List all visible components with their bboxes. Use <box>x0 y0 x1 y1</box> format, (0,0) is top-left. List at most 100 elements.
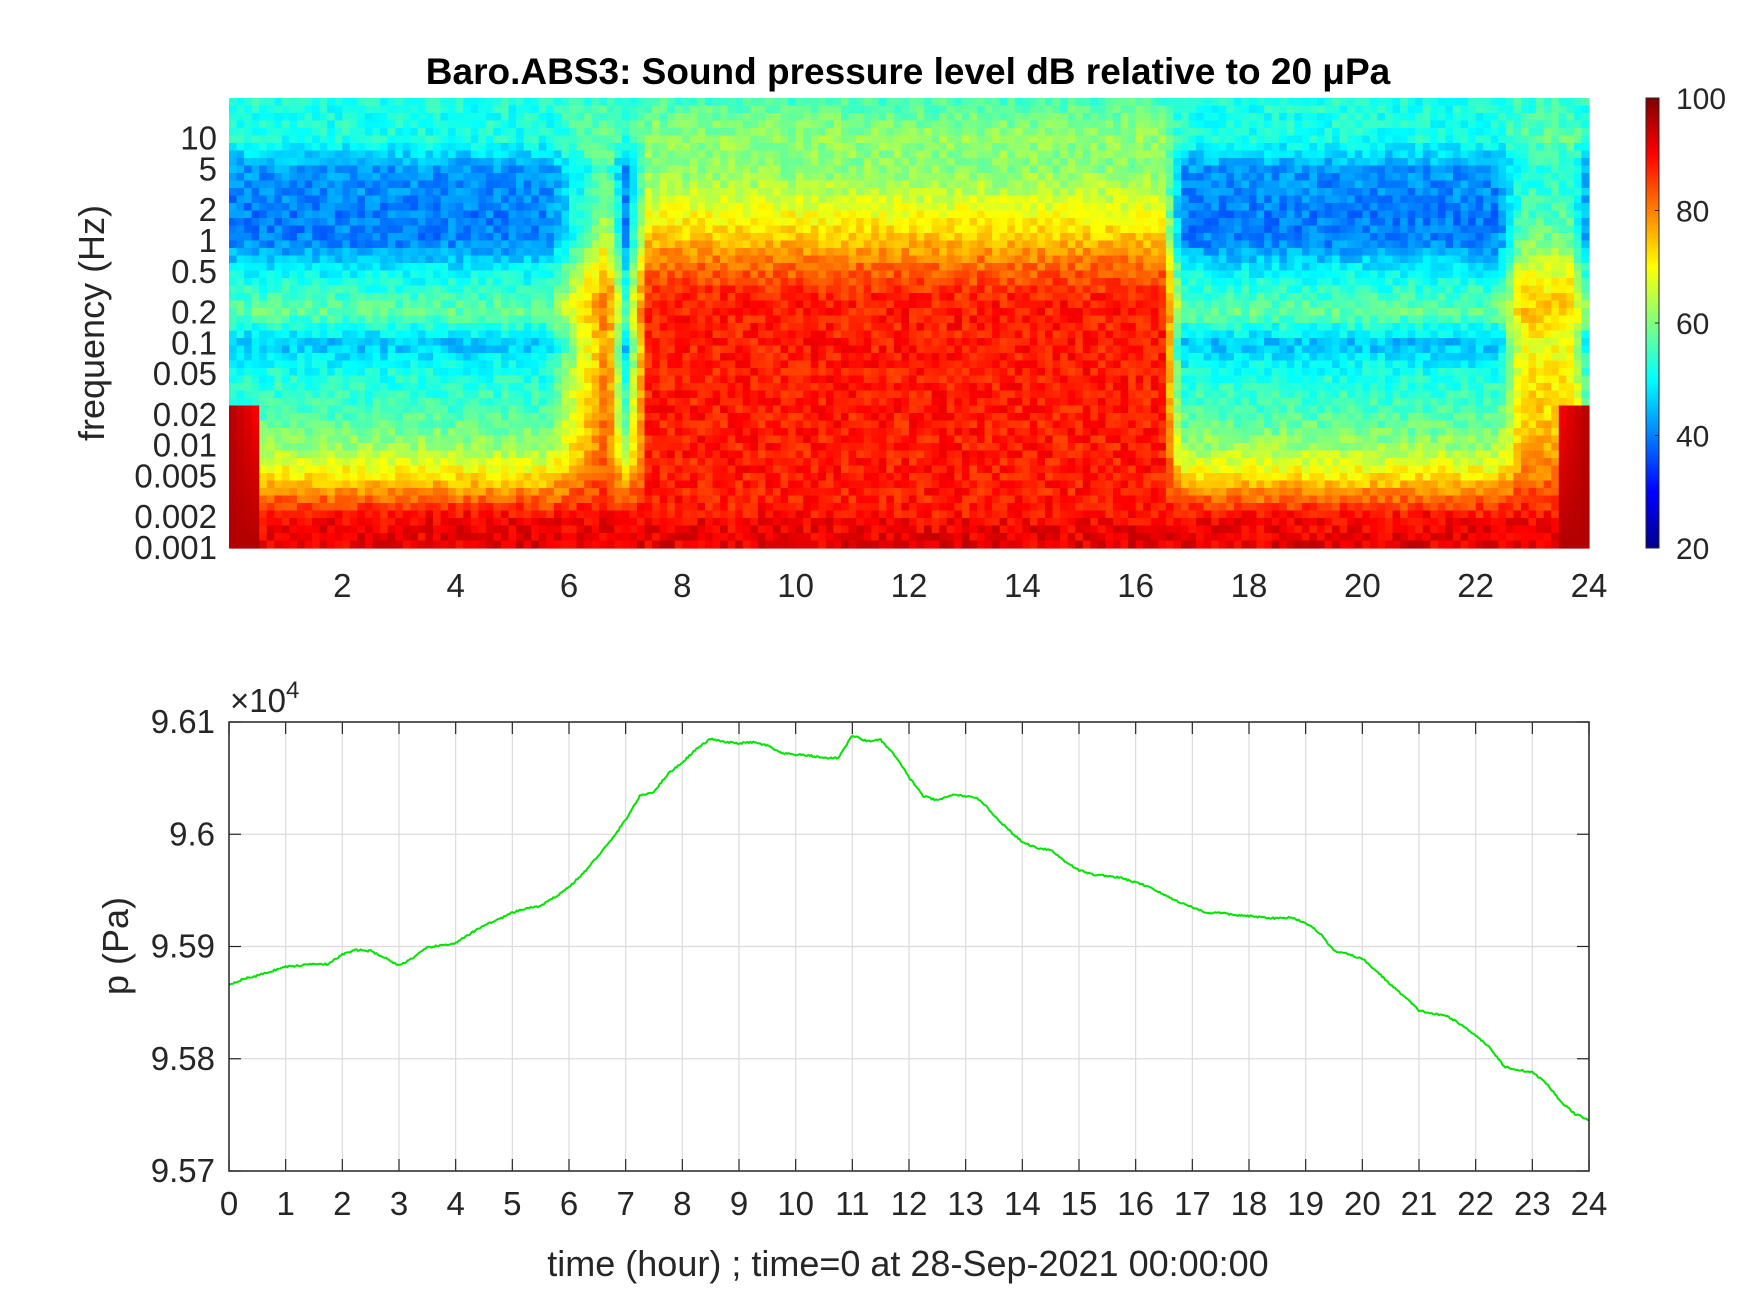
spectrogram-cell <box>1339 180 1348 189</box>
spectrogram-cell <box>380 225 389 234</box>
spectrogram-cell <box>841 300 850 309</box>
spectrogram-cell <box>1060 285 1069 294</box>
spectrogram-cell <box>689 263 699 272</box>
spectrogram-cell <box>659 180 668 189</box>
spectrogram-cell <box>1196 300 1205 309</box>
spectrogram-cell <box>1513 135 1522 144</box>
spectrogram-cell <box>1468 293 1477 302</box>
spectrogram-cell <box>697 180 706 189</box>
spectrogram-cell <box>1067 105 1076 114</box>
spectrogram-cell <box>274 248 283 257</box>
spectrogram-cell <box>599 195 608 204</box>
spectrogram-cell <box>1181 180 1190 189</box>
spectrogram-cell <box>810 300 819 309</box>
spectrogram-cell <box>1453 225 1462 234</box>
spectrogram-cell <box>614 263 623 272</box>
spectrogram-cell <box>727 188 736 197</box>
spectrogram-cell <box>523 240 532 249</box>
spectrogram-cell <box>916 128 925 137</box>
spectrogram-cell <box>259 195 268 204</box>
spectrogram-cell <box>591 270 600 279</box>
spectrogram-cell <box>1022 113 1031 122</box>
spectrogram-cell <box>742 98 751 107</box>
spectrogram-cell <box>1430 188 1439 197</box>
spectrogram-cell <box>342 248 351 257</box>
spectrogram-cell <box>1309 150 1318 159</box>
spectrogram-cell <box>1324 210 1333 219</box>
spectrogram-cell <box>803 128 812 137</box>
spectrogram-cell <box>1332 165 1341 174</box>
spectrogram-cell <box>1536 248 1545 257</box>
spectrogram-cell <box>1437 143 1447 152</box>
spectrogram-cell <box>969 218 978 227</box>
spectrogram-cell <box>274 300 283 309</box>
spectrogram-cell <box>440 300 449 309</box>
spectrogram-cell <box>795 188 804 197</box>
spectrogram-cell <box>433 270 442 279</box>
spectrogram-cell <box>1317 98 1326 107</box>
spectrogram-cell <box>1490 113 1499 122</box>
spectrogram-cell <box>705 195 714 204</box>
spectrogram-cell <box>1460 293 1469 302</box>
spectrogram-cell <box>523 158 532 167</box>
spectrogram-cell <box>727 225 736 234</box>
spectrogram-cell <box>1090 210 1099 219</box>
spectrogram-cell <box>1407 278 1416 287</box>
spectrogram-cell <box>417 300 427 309</box>
spectrogram-cell <box>825 195 835 204</box>
spectrogram-cell <box>1422 105 1431 114</box>
spectrogram-cell <box>1143 210 1152 219</box>
spectrogram-cell <box>644 218 653 227</box>
spectrogram-cell <box>924 135 933 144</box>
spectrogram-cell <box>1453 248 1462 257</box>
spectrogram-cell <box>1301 113 1311 122</box>
spectrogram-cell <box>1241 150 1250 159</box>
spectrogram-cell <box>780 285 789 294</box>
spectrogram-cell <box>327 255 336 264</box>
spectrogram-cell <box>1528 143 1537 152</box>
spectrogram-cell <box>1573 128 1583 137</box>
spectrogram-cell <box>538 203 547 212</box>
spectrogram-cell <box>417 240 427 249</box>
spectrogram-cell <box>281 203 291 212</box>
spectrogram-cell <box>1045 113 1054 122</box>
spectrogram-cell <box>1324 225 1333 234</box>
spectrogram-cell <box>909 165 918 174</box>
spectrogram-cell <box>576 98 585 107</box>
spectrogram-cell <box>621 135 631 144</box>
spectrogram-cell <box>516 218 525 227</box>
spectrogram-cell <box>1528 240 1537 249</box>
spectrogram-cell <box>259 240 268 249</box>
spectrogram-cell <box>251 158 260 167</box>
spectrogram-cell <box>1120 218 1129 227</box>
spectrogram-cell <box>236 293 245 302</box>
spectrogram-cell <box>1233 233 1243 242</box>
spectrogram-cell <box>939 285 948 294</box>
spectrogram-cell <box>380 188 389 197</box>
spectrogram-cell <box>259 150 268 159</box>
spectrogram-cell <box>999 248 1008 257</box>
spectrogram-cell <box>644 143 653 152</box>
spectrogram-cell <box>236 120 245 129</box>
spectrogram-cell <box>644 293 653 302</box>
spectrogram-cell <box>1060 188 1069 197</box>
spectrogram-cell <box>1226 210 1235 219</box>
spectrogram-cell <box>1037 120 1046 129</box>
spectrogram-cell <box>546 218 555 227</box>
spectrogram-cell <box>1528 98 1537 107</box>
spectrogram-cell <box>342 165 351 174</box>
spectrogram-cell <box>1385 263 1394 272</box>
spectrogram-cell <box>1218 248 1227 257</box>
spectrogram-cell <box>1453 98 1462 107</box>
spectrogram-cell <box>1505 225 1515 234</box>
spectrogram-cell <box>274 143 283 152</box>
spectrogram-cell <box>863 270 872 279</box>
spectrogram-cell <box>1060 173 1069 182</box>
spectrogram-cell <box>1369 195 1379 204</box>
spectrogram-cell <box>1422 218 1431 227</box>
spectrogram-cell <box>644 188 653 197</box>
spectrogram-cell <box>697 233 706 242</box>
spectrogram-cell <box>417 285 427 294</box>
spectrogram-cell <box>1581 113 1590 122</box>
spectrogram-cell <box>1528 278 1537 287</box>
